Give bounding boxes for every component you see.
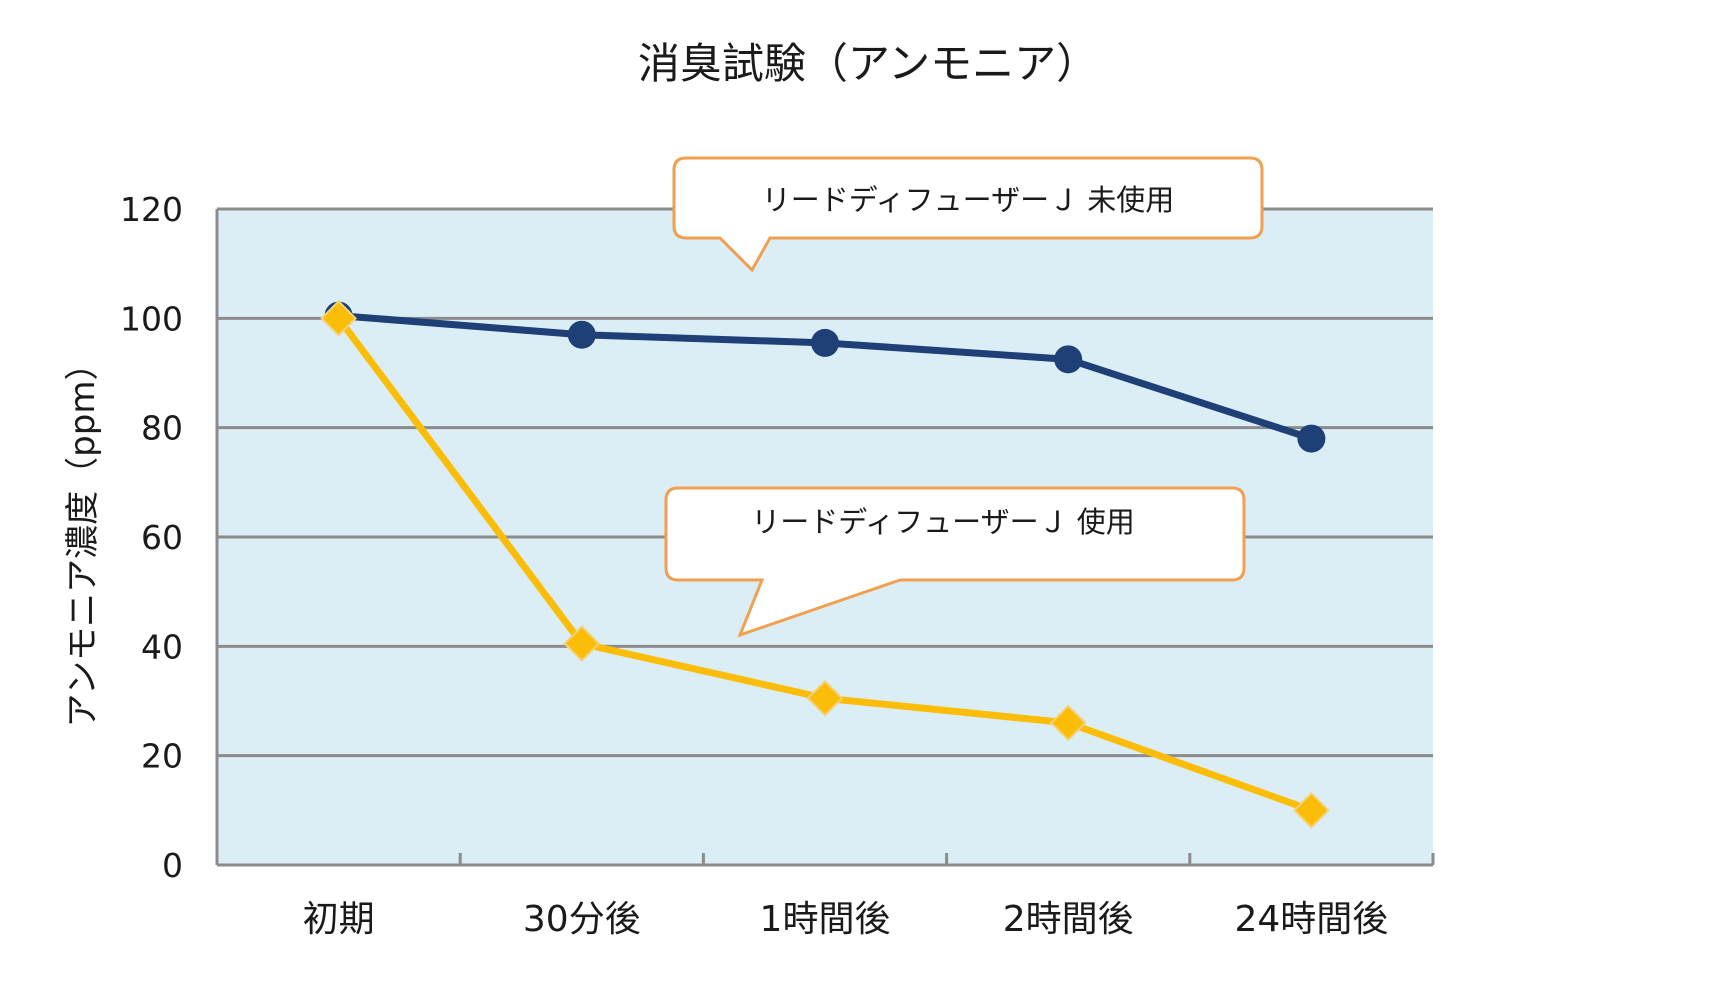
- y-axis-label: アンモニア濃度（ppm）: [63, 347, 103, 728]
- y-tick-labels: 0 20 40 60 80 100 120: [120, 190, 183, 885]
- data-point: [1054, 345, 1083, 374]
- callout-series-0: リードディフューザーＪ 未使用: [672, 156, 1264, 273]
- x-tick-label: 1時間後: [760, 899, 891, 940]
- x-tick-label: 初期: [303, 899, 375, 940]
- y-tick-label: 60: [141, 518, 183, 557]
- callout-series-1: リードディフューザーＪ 使用: [664, 486, 1246, 638]
- series-1: [320, 299, 1330, 829]
- data-point: [1292, 791, 1330, 829]
- axes: [215, 209, 1435, 867]
- x-tick-label: 24時間後: [1234, 899, 1388, 940]
- y-tick-label: 100: [120, 299, 183, 338]
- data-point: [1049, 704, 1087, 742]
- y-tick-label: 20: [141, 737, 183, 776]
- chart-title: 消臭試験（アンモニア）: [638, 39, 1098, 88]
- data-point: [320, 299, 358, 337]
- data-point: [563, 625, 601, 663]
- callout-bubble-series-1: [664, 486, 1246, 638]
- y-tick-label: 40: [141, 627, 183, 666]
- data-point: [806, 679, 844, 717]
- callout-label-series-0: リードディフューザーＪ 未使用: [762, 183, 1175, 217]
- y-tick-label: 120: [120, 190, 183, 229]
- callout-label-series-1: リードディフューザーＪ 使用: [751, 505, 1135, 539]
- data-point: [1297, 424, 1326, 453]
- data-point: [811, 328, 839, 357]
- y-tick-label: 0: [162, 846, 183, 885]
- data-point: [567, 320, 596, 349]
- x-category-labels: 初期 30分後 1時間後 2時間後 24時間後: [303, 899, 1389, 940]
- x-tick-label: 2時間後: [1003, 899, 1134, 940]
- series-layer: [320, 299, 1330, 829]
- y-tick-label: 80: [141, 409, 183, 448]
- x-tick-label: 30分後: [523, 899, 641, 940]
- callout-bubble-series-0: [672, 156, 1264, 273]
